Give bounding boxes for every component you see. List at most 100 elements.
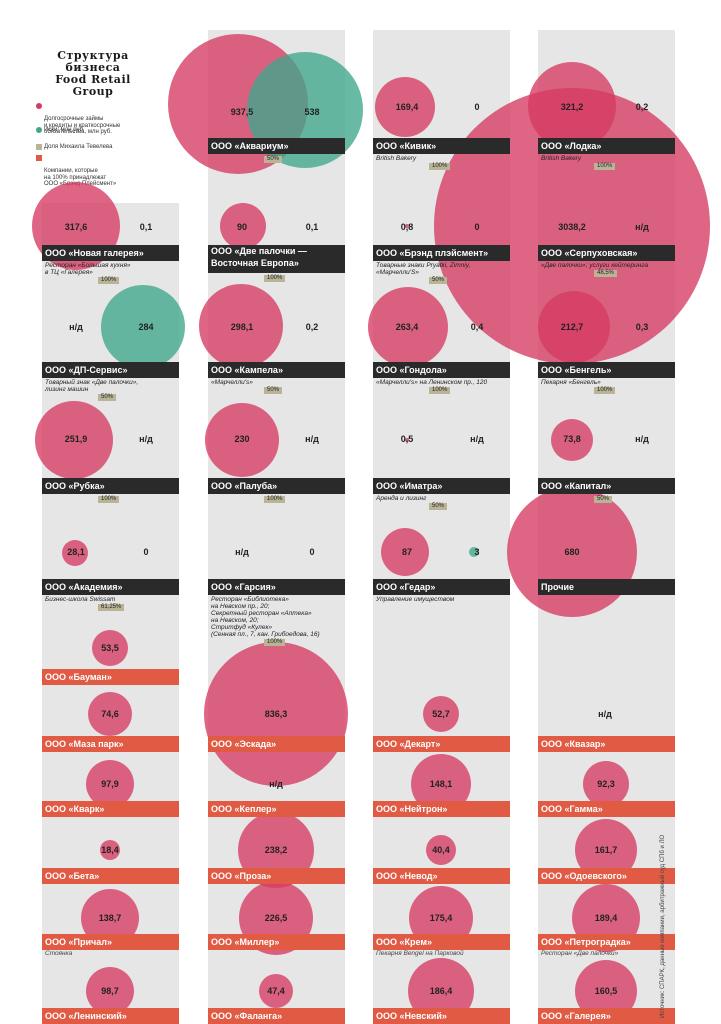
company-name: ООО «Серпуховская» [541, 248, 638, 258]
debt-value: н/д [269, 779, 283, 789]
company-name-bar: ООО «Рубка» [42, 478, 179, 494]
company-name-bar: ООО «Гамма» [538, 801, 675, 817]
claims-value: 0 [474, 222, 480, 232]
company-name-bar: ООО «Палуба» [208, 478, 345, 494]
company-name-bar: ООО «Серпуховская» [538, 245, 675, 261]
debt-circle [551, 419, 593, 461]
title-line: Group [72, 85, 114, 98]
debt-value: 18,4 [101, 845, 119, 855]
company-name-bar: ООО «Кампела» [208, 362, 345, 378]
title-line: Структура [57, 49, 129, 62]
debt-circle [381, 528, 429, 576]
debt-value: 937,5 [230, 107, 254, 117]
company-name-bar: ООО «Причал» [42, 934, 179, 950]
company-name-bar: ООО «Невский» [373, 1008, 510, 1024]
company-name-bar: ООО «Нейтрон» [373, 801, 510, 817]
company-description: Управление имуществом [376, 596, 455, 603]
debt-value: 148,1 [429, 779, 453, 789]
company-description: Ресторан «Две палочки» [541, 950, 619, 957]
company-name-bar: ООО «Гондола» [373, 362, 510, 378]
legend-label: Доля Михаила Тевелева [44, 144, 113, 150]
company-name: ООО «Гарсия» [211, 582, 276, 592]
claims-value: 0 [143, 547, 149, 557]
company-name-bar: ООО «Маза парк» [42, 736, 179, 752]
claims-circle [469, 547, 479, 557]
claims-value: 0,1 [139, 222, 153, 232]
company-name: ООО «Петроградка» [541, 937, 631, 947]
share-badge: 48,5% [594, 270, 618, 277]
company-description: Бизнес-школа Swissam [45, 596, 116, 603]
debt-circle [368, 287, 448, 367]
company-name: ООО «Гондола» [376, 365, 447, 375]
debt-circle [86, 760, 134, 808]
company-name: ООО «Кеплер» [211, 804, 277, 814]
debt-value: 189,4 [594, 913, 618, 923]
company-description: «Марчелли's» на Ленинском пр., 120 [376, 379, 488, 386]
claims-value: 0 [309, 547, 315, 557]
company-description: Пекарня «Бенгель» [541, 379, 601, 386]
debt-circle [434, 88, 710, 364]
claims-value: 0,1 [305, 222, 319, 232]
company-name: Прочие [541, 582, 575, 592]
claims-value: 3 [474, 547, 480, 557]
share-badge: 100% [98, 496, 120, 503]
company-description: «Марчелли's» [211, 379, 253, 386]
claims-value: н/д [635, 222, 649, 232]
company-description: Товарный знак «Две палочки», лизинг маши… [45, 379, 139, 393]
debt-circle [411, 754, 471, 814]
debt-circle [259, 974, 293, 1008]
legend-label: Долгосрочные займы и кредиты и краткосро… [44, 116, 121, 135]
company-name: ООО «Аквариум» [211, 141, 289, 151]
company-name: ООО «Декарт» [376, 739, 441, 749]
company-name-bar: ООО «Новая галерея» [42, 245, 179, 261]
debt-value: 680 [564, 547, 580, 557]
company-name: ООО «Академия» [45, 582, 123, 592]
company-name-bar: ООО «Ленинский» [42, 1008, 179, 1024]
company-name: ООО «Новая галерея» [45, 248, 144, 258]
company-name: ООО «Бауман» [45, 672, 112, 682]
debt-value: 97,9 [101, 779, 119, 789]
debt-value: 161,7 [594, 845, 618, 855]
company-name-bar: ООО «Одоевского» [538, 868, 675, 884]
debt-circle [220, 203, 266, 249]
debt-value: 251,9 [64, 434, 88, 444]
claims-value: 0,2 [305, 322, 319, 332]
company-name-bar: ООО «ДП-Сервис» [42, 362, 179, 378]
debt-value: 0,5 [400, 434, 414, 444]
company-name-bar: ООО «Квазар» [538, 736, 675, 752]
debt-circle [205, 403, 279, 477]
debt-circle [199, 284, 283, 368]
debt-value: 169,4 [395, 102, 419, 112]
debt-circle [35, 401, 113, 479]
company-name-bar: ООО «Фаланга» [208, 1008, 345, 1024]
debt-value: 226,5 [264, 913, 288, 923]
debt-circle [575, 819, 637, 881]
company-name-bar: ООО «Проза» [208, 868, 345, 884]
debt-legend-icon [36, 103, 42, 109]
company-description: Аренда и лизинг [376, 495, 427, 502]
share-badge: 50% [264, 387, 283, 394]
debt-value: 87 [401, 547, 412, 557]
company-description: Ресторан «Большая кухня» в ТЦ «Галерея» [45, 262, 131, 276]
debt-value: н/д [235, 547, 249, 557]
debt-value: 98,7 [101, 986, 119, 996]
company-name: ООО «Проза» [211, 871, 272, 881]
debt-value: 212,7 [560, 322, 584, 332]
debt-value: 90 [236, 222, 247, 232]
company-name: ООО «Кварк» [45, 804, 105, 814]
company-name-bar: ООО «Капитал» [538, 478, 675, 494]
debt-value: 321,2 [560, 102, 584, 112]
company-name: ООО «Капитал» [541, 481, 612, 491]
debt-circle [538, 291, 610, 363]
share-badge: 50% [429, 277, 448, 284]
company-name-bar: ООО «Петроградка» [538, 934, 675, 950]
claims-value: 0,4 [470, 322, 484, 332]
company-name-bar: ООО «Бауман» [42, 669, 179, 685]
company-name: ООО «Кампела» [211, 365, 283, 375]
claims-value: 538 [304, 107, 320, 117]
debt-value: 138,7 [98, 913, 122, 923]
debt-value: 73,8 [563, 434, 581, 444]
debt-circle [405, 438, 409, 442]
company-name: ООО «Рубка» [45, 481, 105, 491]
company-name: ООО «Причал» [45, 937, 112, 947]
